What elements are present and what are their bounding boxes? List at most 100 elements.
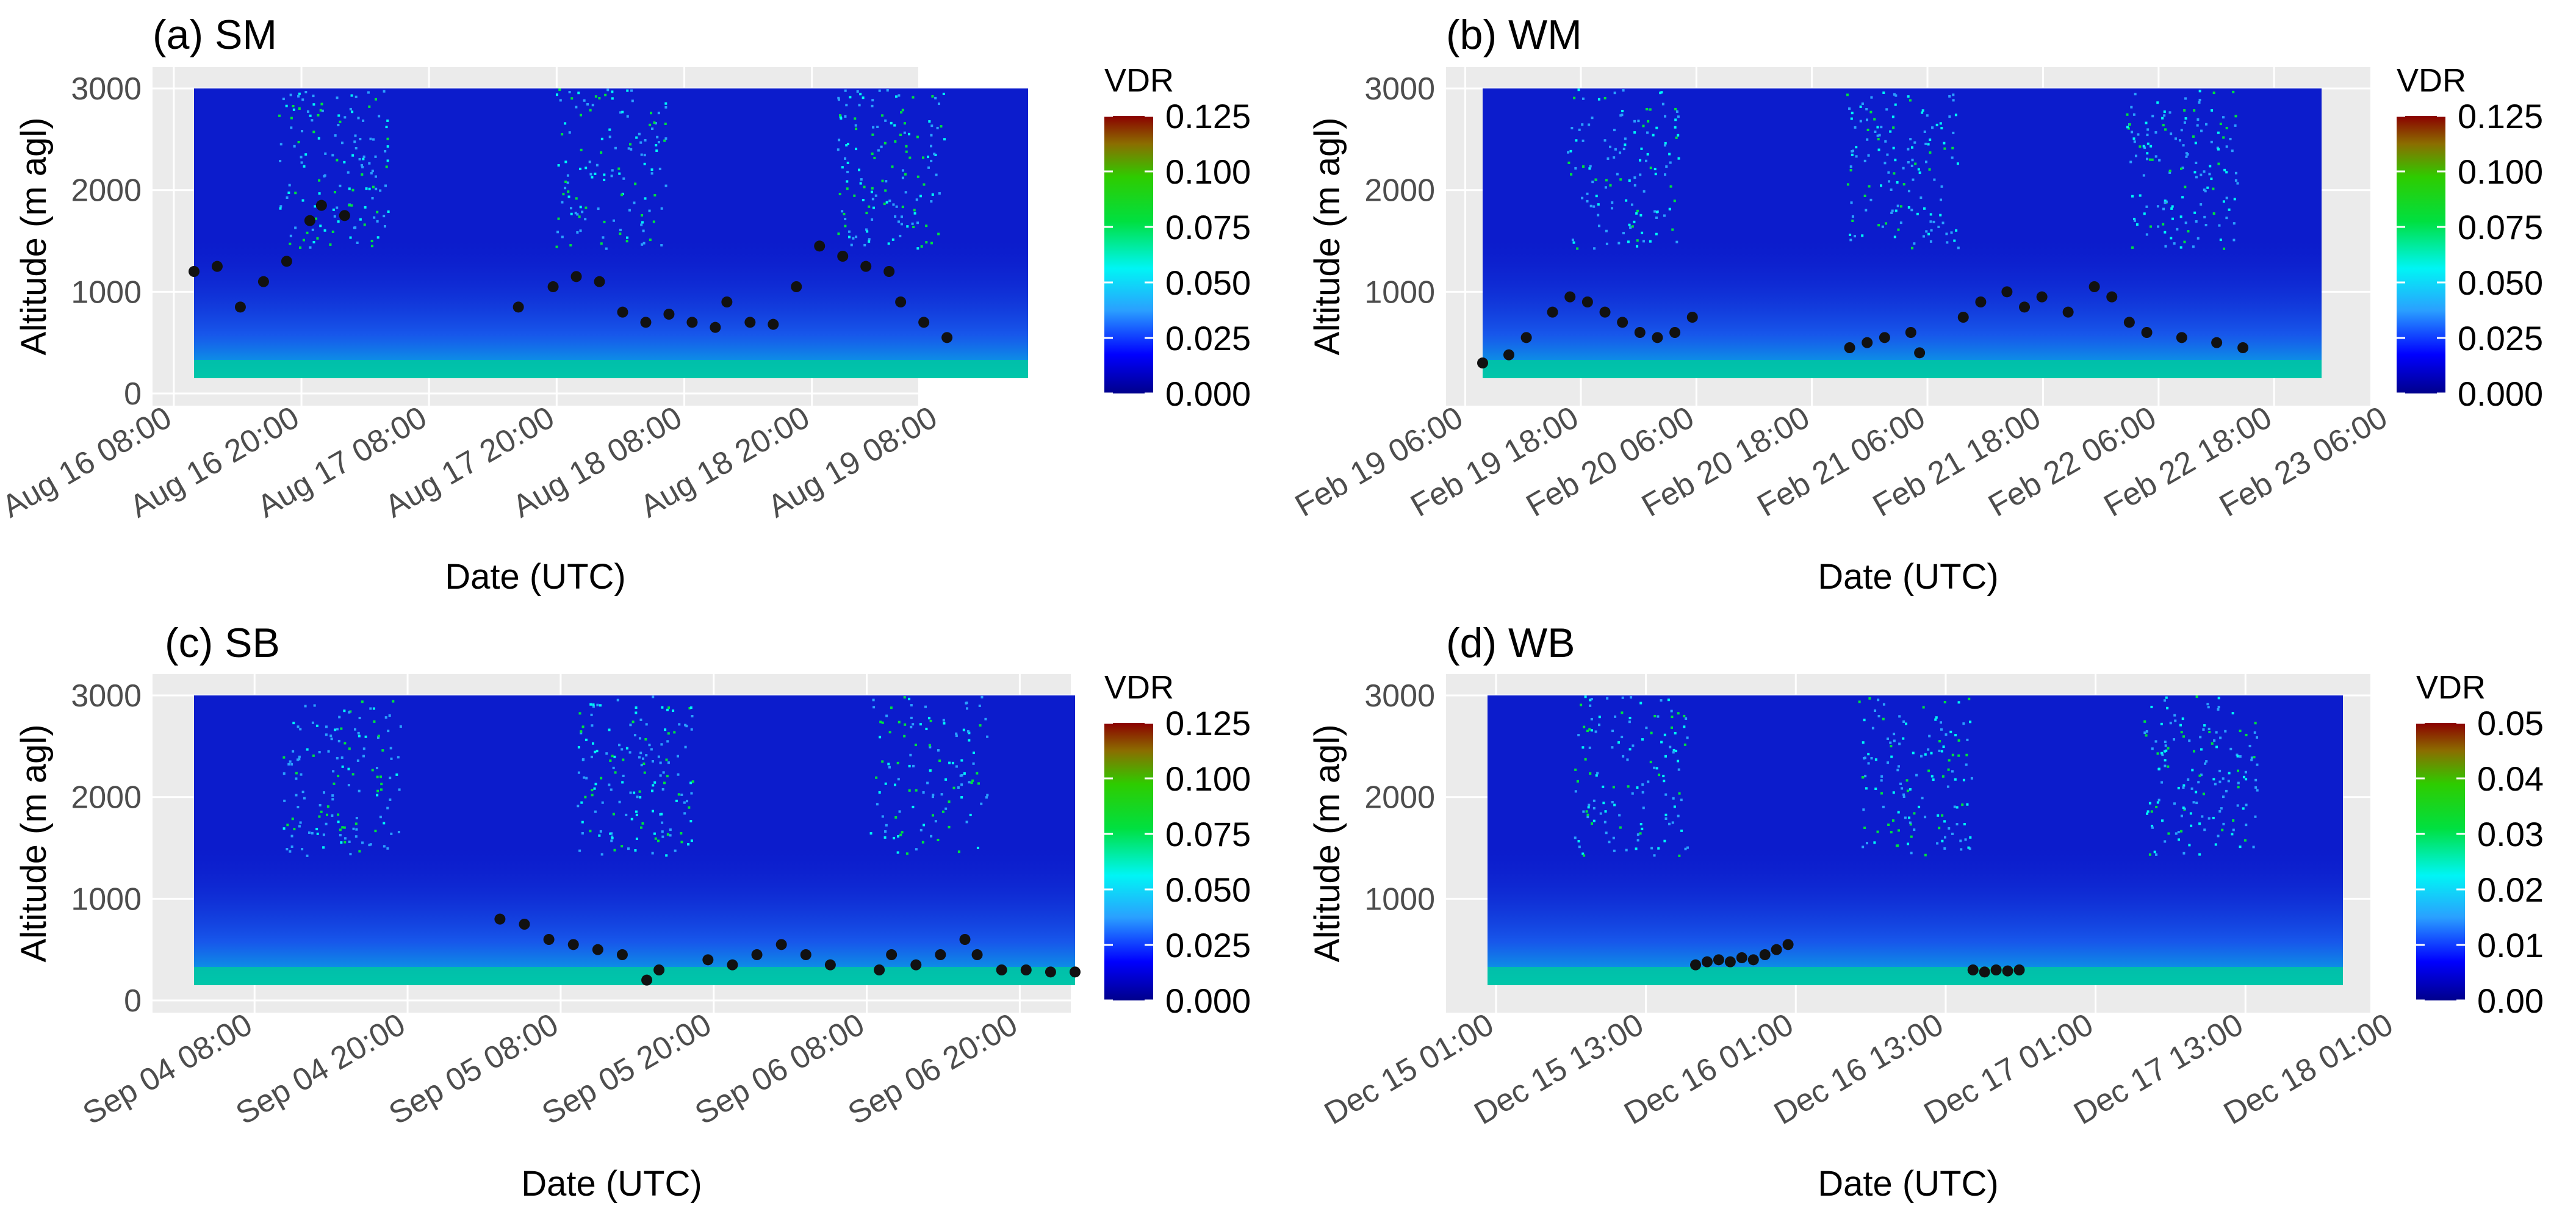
speckle (343, 709, 346, 713)
speckle (1869, 198, 1873, 201)
speckle (659, 761, 662, 764)
bl-height-point (860, 260, 872, 272)
speckle (2168, 171, 2171, 174)
bl-height-point (567, 939, 579, 950)
speckle (291, 817, 294, 820)
speckle (621, 781, 624, 784)
speckle (865, 228, 868, 231)
speckle (905, 852, 908, 855)
y-tick-label: 1000 (71, 275, 142, 310)
speckle (1941, 839, 1944, 842)
speckle (600, 151, 603, 154)
speckle (311, 831, 314, 835)
speckle (1669, 185, 1672, 188)
speckle (1654, 173, 1657, 176)
speckle (1673, 805, 1676, 808)
speckle (1672, 749, 1675, 752)
speckle (1910, 835, 1913, 838)
speckle (866, 230, 869, 233)
speckle (1965, 763, 1968, 766)
speckle (1909, 821, 1912, 824)
speckle (1882, 805, 1885, 808)
x-axis-title: Date (UTC) (445, 557, 625, 597)
speckle (369, 137, 372, 140)
speckle (852, 237, 855, 240)
speckle (660, 813, 663, 816)
speckle (948, 761, 951, 764)
speckle (279, 205, 282, 208)
speckle (839, 114, 842, 117)
speckle (1627, 785, 1630, 788)
speckle (960, 783, 963, 786)
x-axis-title: Date (UTC) (521, 1164, 702, 1204)
bl-height-point (1979, 966, 1990, 978)
speckle (361, 165, 364, 168)
speckle (2242, 807, 2245, 810)
speckle (844, 218, 847, 221)
speckle (1642, 806, 1645, 810)
speckle (384, 184, 387, 187)
speckle (599, 704, 602, 707)
panel-title: (c) SB (165, 620, 280, 666)
speckle (2145, 205, 2148, 208)
speckle (1622, 89, 1625, 92)
bl-height-point (592, 944, 603, 955)
speckle (1621, 113, 1624, 117)
speckle (2190, 824, 2193, 827)
speckle (339, 834, 342, 837)
speckle (633, 734, 636, 737)
speckle (1596, 772, 1599, 775)
speckle (370, 240, 373, 243)
speckle (2175, 832, 2178, 835)
speckle (1677, 115, 1680, 118)
speckle (580, 731, 583, 734)
bl-height-point (1759, 949, 1771, 960)
speckle (883, 836, 887, 839)
speckle (1927, 143, 1930, 146)
speckle (2250, 756, 2253, 759)
speckle (1631, 792, 1634, 795)
speckle (325, 822, 328, 825)
speckle (1938, 740, 1941, 743)
speckle (908, 789, 911, 792)
speckle (879, 736, 882, 739)
speckle (376, 210, 379, 214)
speckle (1613, 156, 1616, 159)
speckle (370, 245, 373, 248)
speckle (286, 196, 289, 199)
speckle (2145, 233, 2148, 236)
speckle (678, 723, 681, 726)
speckle (929, 769, 932, 772)
bl-height-point (1477, 357, 1488, 368)
speckle (581, 210, 584, 214)
speckle (566, 181, 569, 184)
speckle (344, 837, 347, 840)
speckle (1641, 783, 1644, 786)
speckle (628, 209, 631, 212)
y-axis-title: Altitude (m agl) (1308, 724, 1347, 962)
speckle (1663, 144, 1666, 147)
speckle (2198, 98, 2201, 101)
speckle (661, 835, 664, 838)
speckle (578, 167, 581, 170)
speckle (1922, 706, 1925, 709)
speckle (1943, 847, 1946, 850)
speckle (301, 199, 304, 202)
speckle (591, 742, 594, 745)
speckle (844, 115, 847, 118)
bl-height-point (2036, 291, 2048, 303)
speckle (627, 847, 630, 850)
speckle (1911, 246, 1914, 250)
speckle (926, 781, 929, 784)
speckle (1891, 209, 1894, 212)
speckle (921, 841, 924, 844)
speckle (306, 110, 309, 113)
speckle (2133, 219, 2136, 222)
speckle (2256, 763, 2259, 766)
speckle (2167, 765, 2170, 768)
speckle (386, 847, 389, 850)
speckle (641, 214, 644, 217)
speckle (327, 750, 330, 753)
bl-height-point (2002, 965, 2013, 977)
speckle (1671, 726, 1674, 729)
